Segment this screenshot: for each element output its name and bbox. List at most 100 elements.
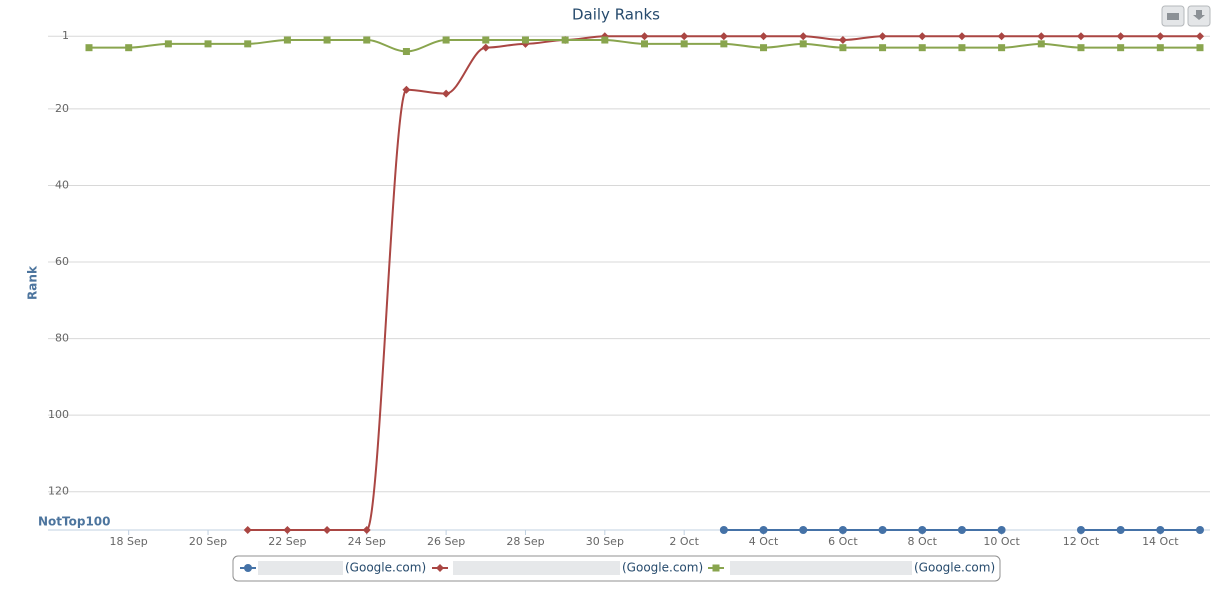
x-tick-label: 10 Oct [983,535,1020,548]
point [719,32,728,41]
point [799,40,807,48]
x-tick-label: 30 Sep [586,535,624,548]
point [760,44,768,52]
point [1156,32,1165,41]
point [1117,44,1125,52]
y-tick-label: 60 [55,255,69,268]
y-tick-label: 120 [48,485,69,498]
point [283,526,292,534]
point [1076,32,1085,41]
print-icon [1167,13,1179,20]
point [958,44,966,52]
point [561,36,569,44]
point [878,32,887,41]
legend-item[interactable]: (Google.com) [708,561,995,576]
point [680,40,688,48]
point [243,526,252,534]
legend-label: (Google.com) [345,561,426,575]
y-tick-label: 20 [55,102,69,115]
point [1196,526,1204,534]
y-tick-label: 1 [62,29,69,42]
point [402,48,410,56]
point [879,44,887,52]
export-button[interactable] [1187,5,1211,27]
point [719,526,728,534]
x-tick-label: 24 Sep [348,535,386,548]
point [1076,526,1085,534]
point [799,32,808,41]
legend-redacted [258,561,343,575]
x-tick-label: 4 Oct [749,535,779,548]
x-tick-label: 2 Oct [669,535,699,548]
series-line [247,35,1200,531]
point [998,44,1006,52]
point [323,36,331,44]
x-tick-label: 26 Sep [427,535,465,548]
legend-item[interactable]: (Google.com) [240,561,426,576]
point [918,32,927,41]
point [839,44,847,52]
x-tick-label: 20 Sep [189,535,227,548]
legend-label: (Google.com) [622,561,703,575]
point [521,36,529,44]
y-tick-label: 80 [55,332,69,345]
point [997,32,1006,41]
legend-redacted [730,561,912,575]
point [363,36,371,44]
point [1196,44,1204,52]
x-tick-label: 8 Oct [907,535,937,548]
point [283,36,291,44]
point [1077,44,1085,52]
legend-label: (Google.com) [914,561,995,575]
x-tick-label: 22 Sep [268,535,306,548]
point [838,36,847,45]
point [918,526,927,534]
point [1196,32,1204,41]
y-tick-label: 40 [55,178,69,191]
point [1116,526,1125,534]
point [125,44,133,52]
point [481,43,490,52]
point [641,40,648,48]
x-tick-label: 12 Oct [1063,535,1100,548]
y-tick-label: NotTop100 [38,515,111,529]
y-axis-title: Rank [26,265,40,300]
point [997,526,1006,534]
point [244,40,252,48]
point [720,40,728,48]
point [402,85,411,94]
point [362,526,371,534]
legend-redacted [453,561,620,575]
x-tick-label: 28 Sep [506,535,544,548]
x-tick-label: 6 Oct [828,535,858,548]
x-tick-label: 18 Sep [110,535,148,548]
point [1037,40,1045,48]
point [957,526,966,534]
point [601,36,609,44]
point [85,44,93,52]
export-icon [1193,10,1205,20]
point [244,564,252,572]
print-button[interactable] [1161,5,1185,27]
point [680,32,689,41]
point [918,44,926,52]
x-tick-label: 14 Oct [1142,535,1179,548]
point [442,36,450,44]
point [204,40,212,48]
y-tick-label: 100 [48,408,69,421]
point [442,89,451,98]
point [759,32,768,41]
point [1037,32,1046,41]
point [1156,44,1164,52]
point [323,526,332,534]
point [957,32,966,41]
point [759,526,768,534]
point [482,36,490,44]
point [436,564,444,572]
point [712,564,720,572]
point [164,40,172,48]
legend-item[interactable]: (Google.com) [432,561,703,576]
point [640,32,649,41]
point [1156,526,1165,534]
